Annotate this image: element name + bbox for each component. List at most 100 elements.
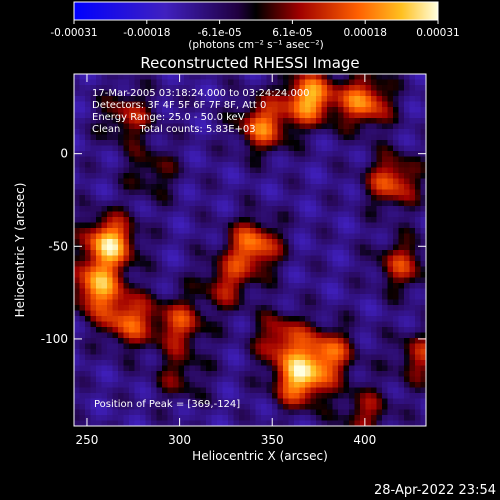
heatmap-cell: [123, 79, 130, 86]
heatmap-cell: [283, 167, 290, 174]
heatmap-cell: [96, 354, 103, 361]
heatmap-cell: [415, 96, 422, 103]
heatmap-cell: [189, 233, 196, 240]
heatmap-cell: [266, 420, 273, 426]
heatmap-cell: [343, 299, 350, 306]
heatmap-cell: [294, 90, 301, 97]
heatmap-cell: [112, 250, 119, 257]
heatmap-cell: [371, 420, 378, 426]
heatmap-cell: [299, 129, 306, 136]
heatmap-cell: [167, 195, 174, 202]
heatmap-cell: [145, 343, 152, 350]
heatmap-cell: [79, 266, 86, 273]
heatmap-cell: [266, 310, 273, 317]
heatmap-cell: [74, 233, 81, 240]
heatmap-cell: [151, 305, 158, 312]
heatmap-cell: [90, 283, 97, 290]
heatmap-cell: [415, 156, 422, 163]
heatmap-cell: [415, 228, 422, 235]
heatmap-cell: [90, 360, 97, 367]
heatmap-cell: [266, 112, 273, 119]
heatmap-cell: [283, 294, 290, 301]
heatmap-cell: [294, 393, 301, 400]
heatmap-cell: [288, 404, 295, 411]
heatmap-cell: [123, 277, 130, 284]
heatmap-cell: [349, 96, 356, 103]
heatmap-cell: [365, 123, 372, 130]
heatmap-cell: [90, 239, 97, 246]
heatmap-cell: [195, 327, 202, 334]
heatmap-cell: [189, 228, 196, 235]
heatmap-cell: [217, 321, 224, 328]
heatmap-cell: [79, 200, 86, 207]
heatmap-cell: [316, 398, 323, 405]
heatmap-cell: [112, 371, 119, 378]
heatmap-cell: [338, 338, 345, 345]
heatmap-cell: [134, 200, 141, 207]
heatmap-cell: [200, 316, 207, 323]
heatmap-cell: [222, 266, 229, 273]
heatmap-cell: [420, 310, 426, 317]
heatmap-cell: [156, 398, 163, 405]
heatmap-cell: [118, 195, 125, 202]
heatmap-cell: [382, 74, 389, 81]
heatmap-cell: [79, 206, 86, 213]
heatmap-cell: [420, 255, 426, 262]
heatmap-cell: [310, 277, 317, 284]
heatmap-cell: [112, 167, 119, 174]
heatmap-cell: [85, 250, 92, 257]
heatmap-cell: [178, 288, 185, 295]
heatmap-cell: [90, 206, 97, 213]
heatmap-cell: [305, 343, 312, 350]
heatmap-cell: [217, 409, 224, 416]
heatmap-cell: [118, 206, 125, 213]
heatmap-cell: [283, 74, 290, 81]
heatmap-cell: [112, 79, 119, 86]
heatmap-cell: [156, 178, 163, 185]
heatmap-cell: [288, 365, 295, 372]
heatmap-cell: [134, 299, 141, 306]
heatmap-cell: [288, 101, 295, 108]
heatmap-cell: [250, 156, 257, 163]
heatmap-cell: [310, 387, 317, 394]
heatmap-cell: [112, 415, 119, 422]
heatmap-cell: [376, 233, 383, 240]
heatmap-cell: [90, 299, 97, 306]
heatmap-cell: [123, 409, 130, 416]
heatmap-cell: [123, 233, 130, 240]
heatmap-cell: [277, 316, 284, 323]
heatmap-cell: [217, 349, 224, 356]
heatmap-cell: [415, 277, 422, 284]
heatmap-cell: [107, 343, 114, 350]
heatmap-cell: [299, 96, 306, 103]
heatmap-cell: [420, 299, 426, 306]
heatmap-cell: [272, 101, 279, 108]
heatmap-cell: [393, 145, 400, 152]
heatmap-cell: [162, 173, 169, 180]
heatmap-cell: [272, 415, 279, 422]
heatmap-cell: [167, 151, 174, 158]
heatmap-cell: [244, 200, 251, 207]
heatmap-cell: [338, 129, 345, 136]
heatmap-cell: [415, 420, 422, 426]
heatmap-cell: [112, 129, 119, 136]
heatmap-cell: [195, 332, 202, 339]
heatmap-cell: [365, 250, 372, 257]
heatmap-cell: [332, 112, 339, 119]
heatmap-cell: [118, 173, 125, 180]
heatmap-cell: [310, 360, 317, 367]
heatmap-cell: [371, 409, 378, 416]
heatmap-cell: [195, 398, 202, 405]
heatmap-cell: [184, 349, 191, 356]
heatmap-cell: [266, 118, 273, 125]
heatmap-cell: [404, 79, 411, 86]
heatmap-cell: [305, 129, 312, 136]
heatmap-cell: [244, 178, 251, 185]
heatmap-cell: [239, 145, 246, 152]
heatmap-cell: [420, 200, 426, 207]
heatmap-cell: [272, 261, 279, 268]
heatmap-cell: [255, 74, 262, 81]
heatmap-cell: [244, 217, 251, 224]
heatmap-cell: [167, 96, 174, 103]
